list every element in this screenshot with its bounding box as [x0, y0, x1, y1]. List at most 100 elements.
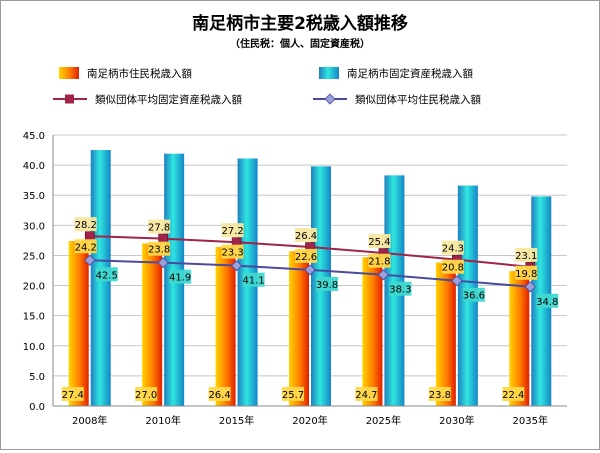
avg-resident-tax-value-label-bg [515, 265, 538, 280]
resident-tax-bar [509, 271, 530, 406]
property-tax-value-label: 34.8 [536, 297, 558, 308]
avg-property-tax-value-label-bg [74, 217, 97, 232]
avg-property-tax-value-label-bg [368, 234, 391, 249]
avg-property-tax-value-label: 25.4 [368, 237, 390, 248]
x-tick-label: 2035年 [513, 414, 548, 427]
legend-label: 南足柄市住民税歳入額 [87, 67, 192, 80]
avg-property-tax-value-label: 27.2 [221, 226, 243, 237]
resident-tax-value-label-bg [282, 386, 304, 401]
avg-resident-tax-value-label-bg [441, 259, 464, 274]
avg-property-tax-value-label: 26.4 [295, 231, 317, 242]
x-tick-label: 2025年 [366, 414, 401, 427]
avg-property-tax-value-label-bg [515, 247, 538, 262]
avg-resident-tax-value-label: 23.3 [221, 248, 243, 259]
legend-label: 類似団体平均住民税歳入額 [355, 93, 481, 106]
resident-tax-bar [142, 243, 163, 406]
chart-title: 南足柄市主要2税歳入額推移 [192, 13, 408, 34]
resident-tax-value-label-bg [61, 386, 84, 401]
avg-property-tax-value-label-bg [148, 219, 171, 234]
y-tick-label: 15.0 [23, 312, 45, 323]
y-tick-label: 5.0 [29, 372, 45, 383]
resident-tax-value-label: 26.4 [208, 390, 230, 401]
resident-tax-value-label: 27.0 [135, 390, 157, 401]
property-tax-value-label: 39.8 [316, 280, 338, 291]
property-tax-value-label: 36.6 [463, 291, 485, 302]
y-tick-label: 30.0 [23, 221, 45, 232]
avg-resident-tax-marker [377, 269, 389, 281]
property-tax-value-label: 41.9 [169, 273, 191, 284]
y-tick-label: 20.0 [23, 282, 45, 293]
avg-resident-tax-value-label: 19.8 [515, 269, 537, 280]
resident-tax-value-label-bg [355, 386, 378, 401]
x-tick-label: 2010年 [145, 414, 180, 427]
x-tick-label: 2020年 [292, 414, 327, 427]
resident-tax-bar [215, 247, 236, 406]
resident-tax-bar [289, 251, 309, 406]
avg-resident-tax-marker [304, 264, 316, 276]
property-tax-value-label-bg [462, 287, 485, 302]
avg-property-tax-value-label: 27.8 [148, 223, 170, 234]
avg-resident-tax-value-label-bg [148, 241, 171, 256]
avg-resident-tax-value-label: 21.8 [368, 257, 390, 268]
avg-resident-tax-marker [451, 275, 463, 287]
avg-resident-tax-value-label-bg [221, 244, 244, 259]
property-tax-value-label-bg [242, 272, 265, 287]
resident-tax-value-label-bg [502, 386, 525, 401]
property-tax-value-label-bg [169, 269, 192, 284]
property-tax-value-label: 42.5 [96, 270, 118, 281]
resident-tax-value-label-bg [208, 386, 231, 401]
property-tax-value-label-bg [389, 281, 412, 296]
x-tick-label: 2008年 [72, 414, 107, 427]
property-tax-value-label: 41.1 [242, 276, 264, 287]
avg-resident-tax-value-label-bg [295, 248, 317, 263]
x-tick-label: 2030年 [439, 414, 474, 427]
avg-resident-tax-value-label-bg [368, 253, 391, 268]
resident-tax-bar [68, 240, 89, 406]
legend-swatch [319, 67, 339, 79]
y-tick-label: 35.0 [23, 191, 45, 202]
legend-label: 南足柄市固定資産税歳入額 [347, 67, 473, 80]
y-tick-label: 0.0 [29, 402, 45, 413]
resident-tax-value-label: 24.7 [355, 390, 377, 401]
chart-subtitle: （住民税：個人、固定資産税） [230, 37, 370, 50]
data-labels: 27.4 42.5 28.2 24.2 27.0 41.9 27.8 23.8 26.4 41.1… [61, 217, 559, 401]
legend-swatch [59, 67, 79, 79]
avg-property-tax-value-label: 24.3 [442, 244, 464, 255]
resident-tax-bar [362, 257, 383, 406]
legend-label: 類似団体平均固定資産税歳入額 [95, 93, 242, 106]
avg-property-tax-value-label-bg [295, 228, 317, 243]
bars [68, 150, 552, 406]
avg-property-tax-value-label-bg [221, 223, 244, 238]
y-axis: 0.0 5.0 10.0 15.0 20.0 25.0 30.0 35.0 40.0 45.0 [23, 131, 54, 413]
resident-tax-value-label: 22.4 [502, 390, 524, 401]
avg-resident-tax-value-label: 24.2 [75, 242, 97, 253]
resident-tax-bar [435, 262, 456, 406]
avg-resident-tax-marker [84, 254, 96, 266]
resident-tax-value-label: 23.8 [429, 390, 451, 401]
x-axis: 2008年 2010年 2015年 2020年 2025年 2030年 2035年 [53, 405, 567, 427]
avg-property-tax-value-label: 28.2 [75, 220, 97, 231]
resident-tax-value-label-bg [428, 386, 451, 401]
avg-resident-tax-value-label: 23.8 [148, 245, 170, 256]
y-tick-label: 25.0 [23, 251, 45, 262]
y-tick-label: 40.0 [23, 161, 45, 172]
avg-resident-tax-value-label-bg [74, 239, 97, 254]
x-tick-label: 2015年 [219, 414, 254, 427]
property-tax-value-label-bg [316, 276, 338, 291]
y-tick-label: 10.0 [23, 342, 45, 353]
property-tax-value-label-bg [95, 267, 118, 282]
avg-resident-tax-value-label: 22.6 [295, 252, 317, 263]
legend-swatch-marker [65, 94, 74, 104]
legend-swatch-marker [324, 93, 336, 105]
avg-property-tax-value-label: 23.1 [515, 251, 537, 262]
resident-tax-value-label: 27.4 [62, 390, 84, 401]
avg-resident-tax-marker [157, 257, 169, 269]
lines [84, 231, 536, 293]
avg-property-tax-value-label-bg [441, 240, 464, 255]
property-tax-value-label: 38.3 [389, 285, 411, 296]
property-tax-value-label-bg [536, 293, 559, 308]
resident-tax-value-label-bg [135, 386, 158, 401]
